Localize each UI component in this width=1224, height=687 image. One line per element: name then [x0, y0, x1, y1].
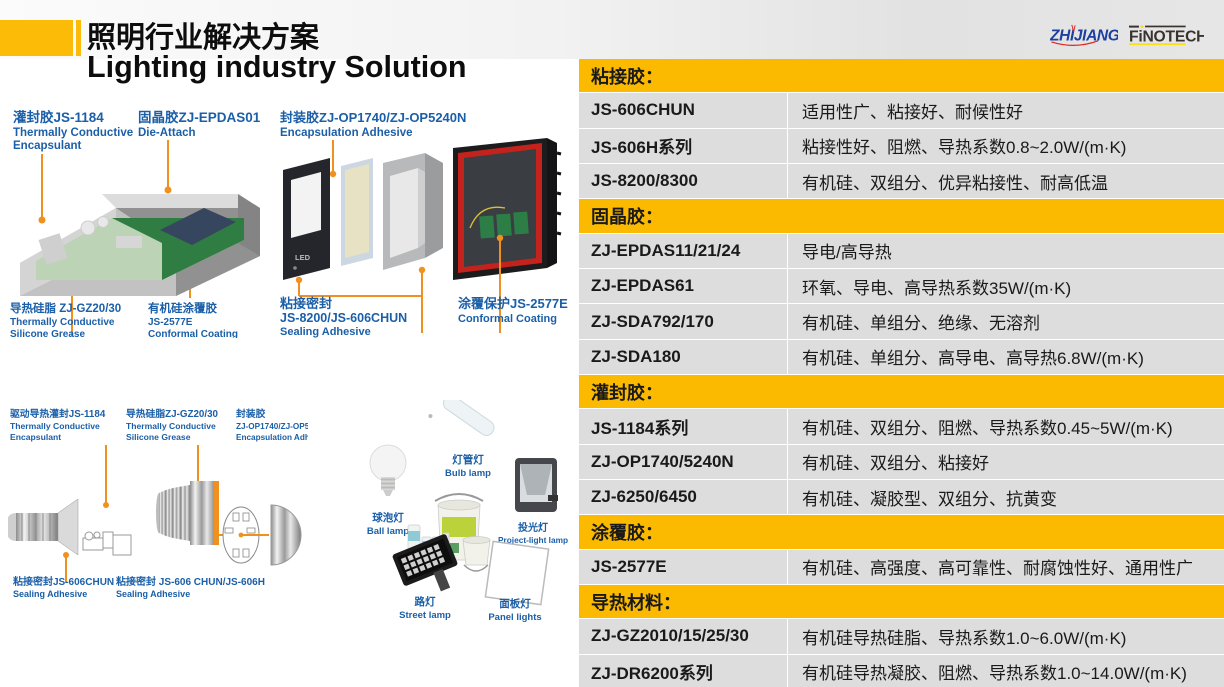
svg-text:粘接密封JS-606CHUN: 粘接密封JS-606CHUN: [13, 575, 114, 588]
svg-text:粘接密封 JS-606 CHUN/JS-606H: 粘接密封 JS-606 CHUN/JS-606H: [116, 575, 265, 588]
svg-text:粘接密封: 粘接密封: [279, 296, 332, 311]
svg-text:Conformal Coating: Conformal Coating: [458, 313, 557, 325]
svg-text:涂覆保护JS-2577E: 涂覆保护JS-2577E: [458, 296, 568, 311]
svg-text:ZJ-OP1740/ZJ-OP5240N: ZJ-OP1740/ZJ-OP5240N: [236, 422, 308, 431]
svg-text:Silicone Grease: Silicone Grease: [126, 432, 191, 442]
svg-text:Sealing Adhesive: Sealing Adhesive: [280, 326, 371, 338]
svg-text:JS-8200/JS-606CHUN: JS-8200/JS-606CHUN: [280, 311, 407, 325]
svg-text:Ball lamp: Ball lamp: [367, 526, 409, 537]
svg-text:导热硅脂ZJ-GZ20/30: 导热硅脂ZJ-GZ20/30: [126, 407, 219, 420]
svg-text:Silicone Grease: Silicone Grease: [10, 329, 85, 338]
svg-text:Panel lights: Panel lights: [488, 612, 541, 623]
svg-text:Encapsulation Adhesive: Encapsulation Adhesive: [280, 127, 413, 139]
svg-text:Encapsulant: Encapsulant: [10, 432, 61, 442]
svg-text:Sealing Adhesive: Sealing Adhesive: [13, 589, 87, 599]
svg-text:Thermally Conductive: Thermally Conductive: [10, 421, 100, 431]
svg-text:Encapsulant: Encapsulant: [13, 140, 82, 152]
svg-text:面板灯: 面板灯: [499, 597, 531, 610]
svg-text:Encapsulation Adhesive: Encapsulation Adhesive: [236, 433, 308, 442]
svg-text:Thermally Conductive: Thermally Conductive: [13, 127, 133, 139]
svg-text:Sealing Adhesive: Sealing Adhesive: [116, 589, 190, 599]
svg-text:JS-2577E: JS-2577E: [148, 317, 193, 328]
svg-text:球泡灯: 球泡灯: [372, 511, 404, 524]
svg-text:LED: LED: [295, 253, 311, 262]
svg-text:Thermally Conductive: Thermally Conductive: [126, 421, 216, 431]
svg-text:FiNOTECH: FiNOTECH: [1129, 28, 1204, 45]
svg-text:投光灯: 投光灯: [518, 521, 548, 534]
svg-text:有机硅涂覆胶: 有机硅涂覆胶: [148, 301, 217, 315]
svg-text:灯管灯: 灯管灯: [452, 453, 484, 466]
svg-text:ZHIJIANG: ZHIJIANG: [1050, 27, 1118, 44]
svg-text:驱动导热灌封JS-1184: 驱动导热灌封JS-1184: [10, 407, 106, 420]
svg-text:封装胶: 封装胶: [236, 407, 266, 420]
svg-text:导热硅脂 ZJ-GZ20/30: 导热硅脂 ZJ-GZ20/30: [10, 301, 121, 315]
svg-text:Street lamp: Street lamp: [399, 610, 451, 621]
svg-text:灌封胶JS-1184: 灌封胶JS-1184: [13, 109, 104, 125]
svg-text:固晶胶ZJ-EPDAS01: 固晶胶ZJ-EPDAS01: [138, 109, 261, 125]
svg-text:路灯: 路灯: [415, 595, 436, 608]
svg-text:Conformal Coating: Conformal Coating: [148, 329, 238, 338]
svg-text:封装胶ZJ-OP1740/ZJ-OP5240N: 封装胶ZJ-OP1740/ZJ-OP5240N: [280, 110, 466, 125]
svg-text:Bulb lamp: Bulb lamp: [445, 468, 491, 479]
svg-text:Thermally Conductive: Thermally Conductive: [10, 317, 115, 328]
svg-text:Die-Attach: Die-Attach: [138, 127, 196, 139]
